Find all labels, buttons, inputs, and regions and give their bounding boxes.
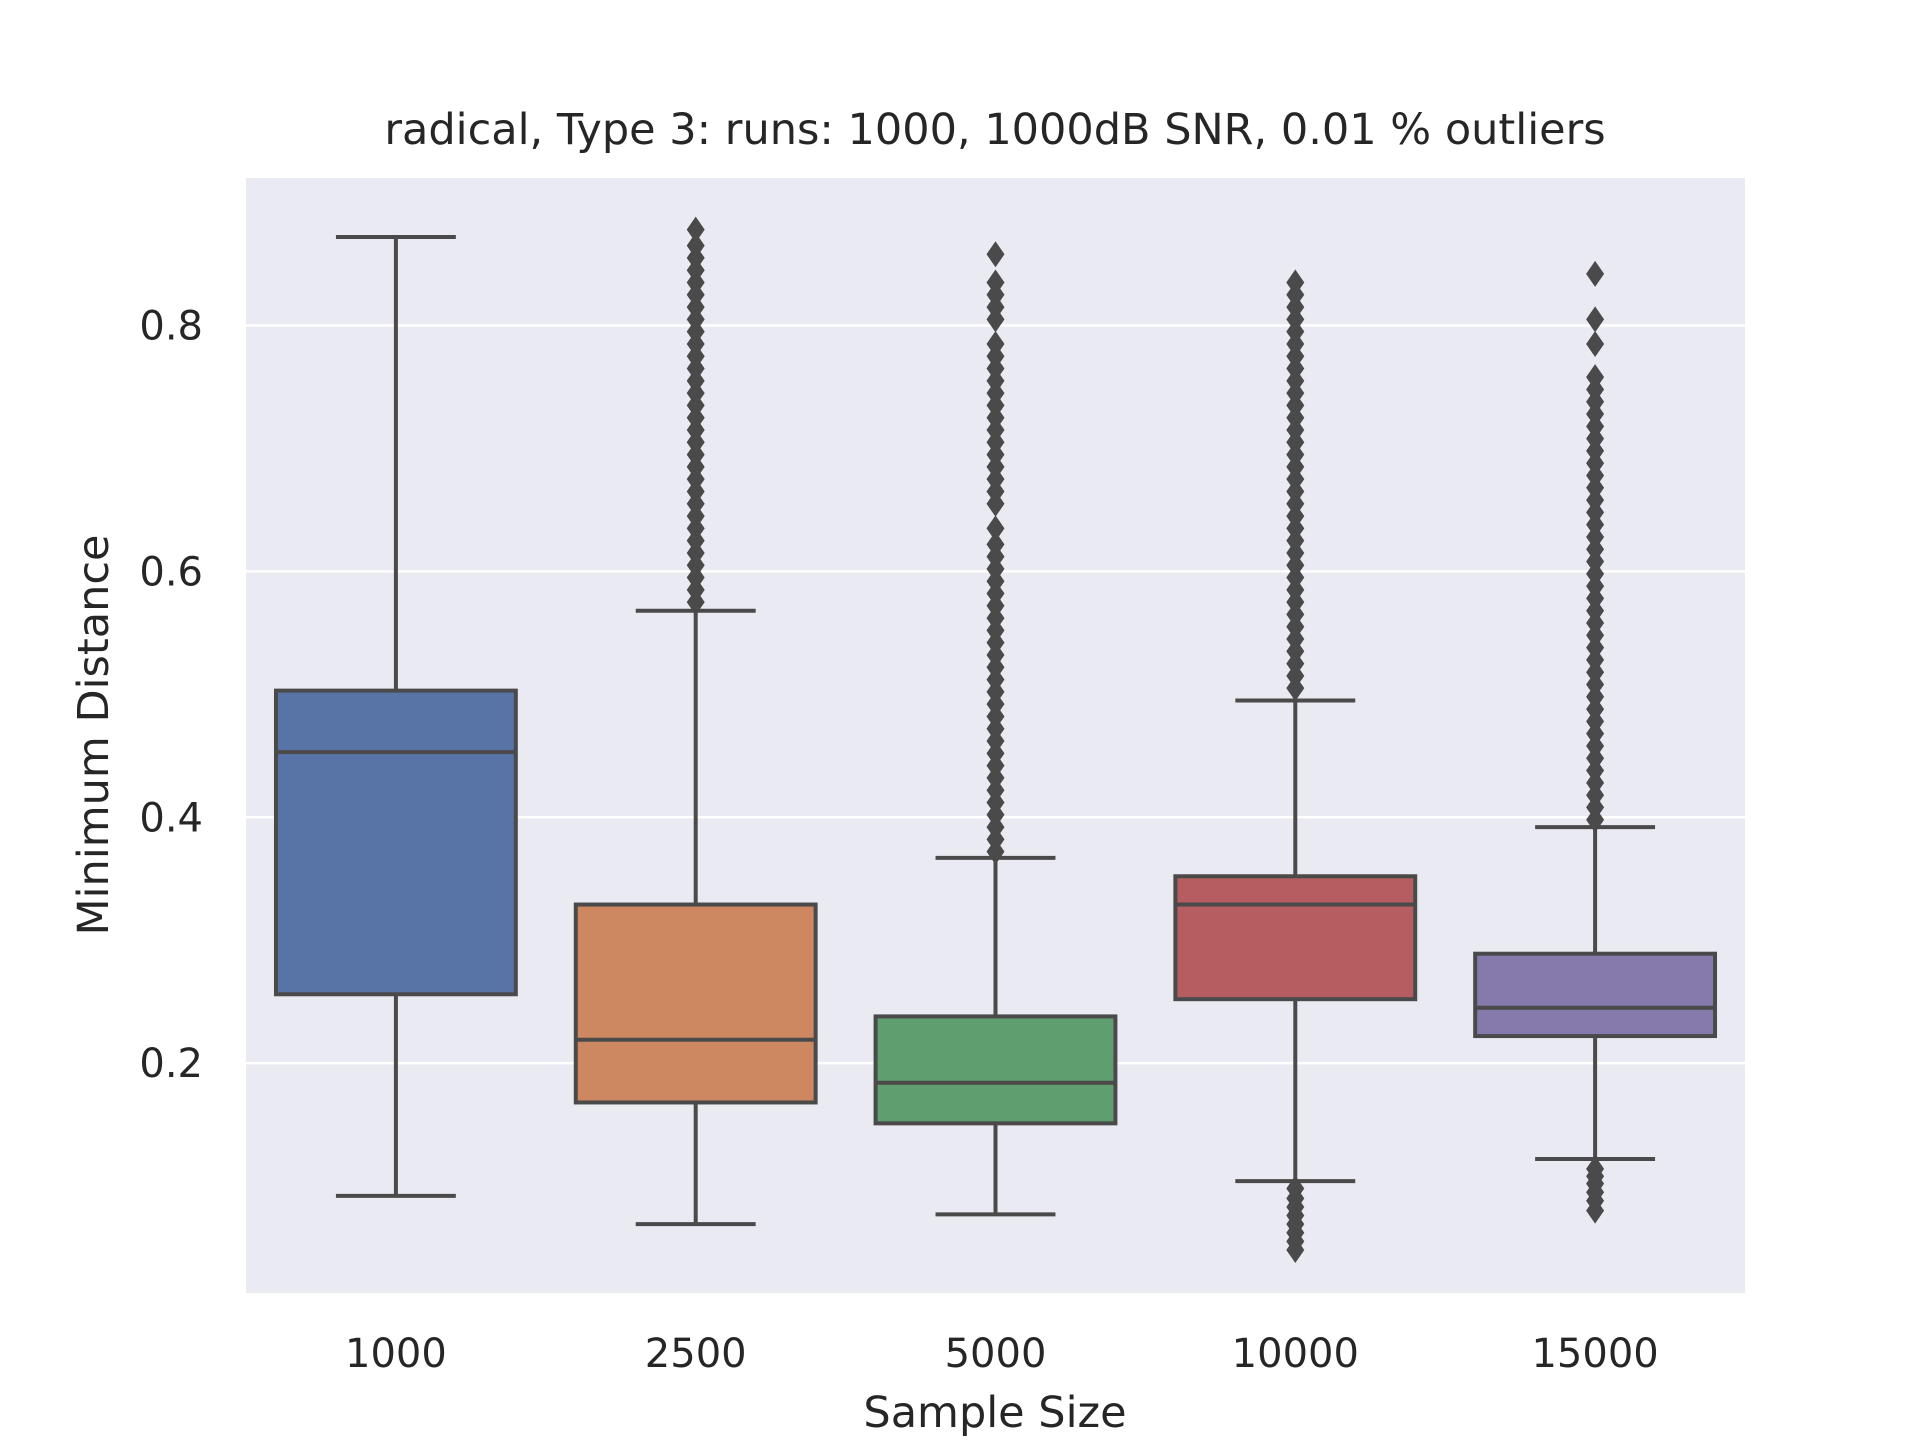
outlier-point — [986, 531, 1005, 558]
x-tick-label: 10000 — [1232, 1331, 1359, 1377]
box-group — [1173, 269, 1418, 1263]
outlier-point — [1586, 1155, 1605, 1182]
x-tick-label: 2500 — [645, 1331, 747, 1377]
box-iqr — [573, 902, 818, 1105]
boxes-layer — [273, 216, 1718, 1263]
y-tick-label: 0.4 — [139, 795, 203, 841]
chart-title: radical, Type 3: runs: 1000, 1000dB SNR,… — [384, 105, 1605, 155]
x-tick-labels: 1000 2500 5000 10000 15000 — [345, 1331, 1659, 1377]
y-tick-label: 0.8 — [139, 304, 203, 350]
x-tick-label: 5000 — [945, 1331, 1047, 1377]
outlier-point — [986, 515, 1005, 542]
x-tick-label: 15000 — [1531, 1331, 1658, 1377]
outlier-point — [1586, 330, 1605, 357]
box-iqr — [1173, 874, 1418, 1002]
outlier-point — [1286, 1175, 1305, 1202]
y-axis-label: Minimum Distance — [69, 535, 119, 936]
outlier-point — [1586, 260, 1605, 287]
outlier-point — [686, 216, 705, 243]
outlier-point — [986, 241, 1005, 268]
outlier-point — [1286, 269, 1305, 296]
box-group — [273, 235, 518, 1198]
outlier-point — [986, 269, 1005, 296]
box-iqr — [873, 1014, 1118, 1126]
box-group — [573, 216, 818, 1227]
y-tick-label: 0.2 — [139, 1041, 203, 1087]
outlier-point — [986, 330, 1005, 357]
x-axis-label: Sample Size — [863, 1388, 1126, 1438]
box-group — [873, 241, 1118, 1217]
outlier-point — [1586, 364, 1605, 391]
box-iqr — [1473, 951, 1718, 1039]
box-iqr — [273, 688, 518, 997]
y-tick-labels: 0.2 0.4 0.6 0.8 — [139, 304, 203, 1088]
box-group — [1473, 260, 1718, 1224]
y-tick-label: 0.6 — [139, 549, 203, 595]
outlier-point — [1586, 306, 1605, 333]
x-tick-label: 1000 — [345, 1331, 447, 1377]
outlier-point — [686, 232, 705, 259]
